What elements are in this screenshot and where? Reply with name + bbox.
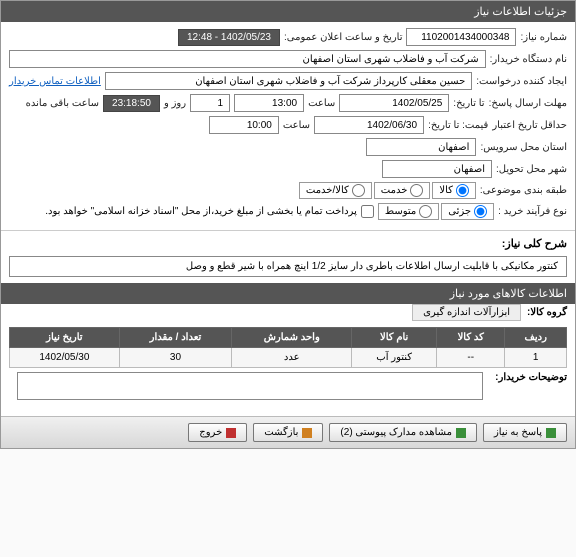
- pt-medium-radio[interactable]: [419, 205, 432, 218]
- topic-radio-group: کالا خدمت کالا/خدمت: [299, 182, 476, 199]
- contact-link[interactable]: اطلاعات تماس خریدار: [9, 76, 101, 87]
- credit-date-field: 1402/06/30: [314, 116, 424, 134]
- reply-time-field: 13:00: [234, 94, 304, 112]
- payment-note-text: پرداخت تمام یا بخشی از مبلغ خرید،از محل …: [45, 206, 357, 217]
- td-4: 30: [119, 348, 232, 368]
- payment-note-wrap: پرداخت تمام یا بخشی از مبلغ خرید،از محل …: [45, 205, 374, 218]
- reply-deadline-label: مهلت ارسال پاسخ:: [489, 98, 567, 109]
- table-header-row: ردیف کد کالا نام کالا واحد شمارش تعداد /…: [10, 328, 567, 348]
- items-table-wrap: ردیف کد کالا نام کالا واحد شمارش تعداد /…: [9, 327, 567, 368]
- td-0: 1: [505, 348, 567, 368]
- reply-time-label: ساعت: [308, 98, 335, 109]
- topic-both[interactable]: کالا/خدمت: [299, 182, 372, 199]
- table-row[interactable]: 1 -- کنتور آب عدد 30 1402/05/30: [10, 348, 567, 368]
- th-5: تاریخ نیاز: [10, 328, 120, 348]
- public-datetime-field: 1402/05/23 - 12:48: [178, 29, 280, 46]
- credit-time-field: 10:00: [209, 116, 279, 134]
- notes-label: توضیحات خریدار:: [495, 372, 567, 383]
- td-5: 1402/05/30: [10, 348, 120, 368]
- credit-deadline-label: حداقل تاریخ اعتبار: [492, 120, 567, 131]
- need-desc-field: کنتور مکانیکی با قابلیت ارسال اطلاعات با…: [9, 256, 567, 277]
- creator-field: حسین معقلی کارپرداز شرکت آب و فاضلاب شهر…: [105, 72, 472, 90]
- attachments-button[interactable]: مشاهده مدارک پیوستی (2): [329, 423, 477, 442]
- reply-icon: [546, 428, 556, 438]
- days-field: 1: [190, 94, 230, 112]
- need-no-label: شماره نیاز:: [520, 32, 567, 43]
- topic-both-radio[interactable]: [352, 184, 365, 197]
- th-0: ردیف: [505, 328, 567, 348]
- th-1: کد کالا: [437, 328, 505, 348]
- city-delivery-field: اصفهان: [382, 160, 492, 178]
- topic-service-radio[interactable]: [410, 184, 423, 197]
- th-4: تعداد / مقدار: [119, 328, 232, 348]
- group-label: گروه کالا:: [527, 307, 567, 318]
- buyer-org-label: نام دستگاه خریدار:: [490, 54, 567, 65]
- items-table: ردیف کد کالا نام کالا واحد شمارش تعداد /…: [9, 327, 567, 368]
- td-1: --: [437, 348, 505, 368]
- pt-medium[interactable]: متوسط: [378, 203, 439, 220]
- credit-deadline-suffix: قیمت: تا تاریخ:: [428, 120, 488, 131]
- buyer-org-field: شرکت آب و فاضلاب شهری استان اصفهان: [9, 50, 486, 68]
- reply-button[interactable]: پاسخ به نیاز: [483, 423, 567, 442]
- need-no-field: 1102001434000348: [406, 28, 516, 46]
- credit-time-label: ساعت: [283, 120, 310, 131]
- purchase-type-group: جزئی متوسط: [378, 203, 494, 220]
- countdown-field: 23:18:50: [103, 95, 160, 112]
- city-delivery-label: شهر محل تحویل:: [496, 164, 567, 175]
- topic-class-label: طبقه بندی موضوعی:: [480, 185, 567, 196]
- pt-minor-radio[interactable]: [474, 205, 487, 218]
- back-icon: [302, 428, 312, 438]
- details-panel: جزئیات اطلاعات نیاز شماره نیاز: 11020014…: [0, 0, 576, 449]
- attach-icon: [456, 428, 466, 438]
- payment-checkbox[interactable]: [361, 205, 374, 218]
- purchase-type-label: نوع فرآیند خرید :: [498, 206, 567, 217]
- creator-label: ایجاد کننده درخواست:: [476, 76, 567, 87]
- back-button[interactable]: بازگشت: [253, 423, 323, 442]
- remain-label: ساعت باقی مانده: [26, 98, 99, 109]
- panel-body: شماره نیاز: 1102001434000348 تاریخ و ساع…: [1, 22, 575, 230]
- buyer-notes-field: [17, 372, 483, 400]
- items-header: اطلاعات کالاهای مورد نیاز: [1, 283, 575, 304]
- topic-service[interactable]: خدمت: [374, 182, 431, 199]
- bottom-bar: پاسخ به نیاز مشاهده مدارک پیوستی (2) باز…: [1, 416, 575, 448]
- days-label: روز و: [164, 98, 186, 109]
- panel-title: جزئیات اطلاعات نیاز: [1, 1, 575, 22]
- city-service-field: اصفهان: [366, 138, 476, 156]
- city-service-label: استان محل سرویس:: [480, 142, 567, 153]
- reply-date-field: 1402/05/25: [339, 94, 449, 112]
- group-value: ابزارآلات اندازه گیری: [412, 304, 521, 321]
- public-datetime-label: تاریخ و ساعت اعلان عمومی:: [284, 32, 403, 43]
- exit-icon: [226, 428, 236, 438]
- td-3: عدد: [232, 348, 352, 368]
- th-2: نام کالا: [352, 328, 437, 348]
- topic-kala[interactable]: کالا: [432, 182, 476, 199]
- td-2: کنتور آب: [352, 348, 437, 368]
- need-desc-label: شرح کلی نیاز:: [1, 230, 575, 256]
- th-3: واحد شمارش: [232, 328, 352, 348]
- reply-deadline-suffix: تا تاریخ:: [453, 98, 484, 109]
- exit-button[interactable]: خروج: [188, 423, 247, 442]
- topic-kala-radio[interactable]: [456, 184, 469, 197]
- pt-minor[interactable]: جزئی: [441, 203, 494, 220]
